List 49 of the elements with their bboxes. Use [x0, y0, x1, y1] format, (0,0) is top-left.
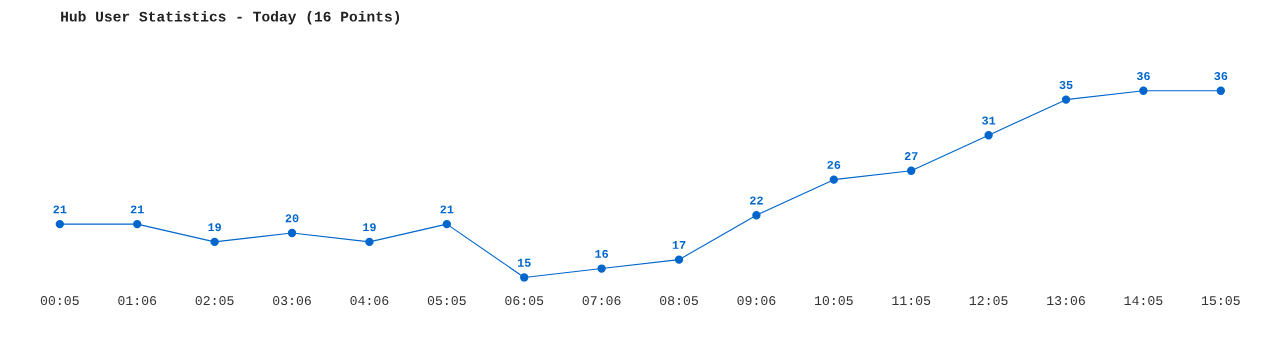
point — [133, 219, 142, 229]
data-label: 21 — [130, 205, 144, 214]
x-tick-label: 13:06 — [1047, 296, 1085, 306]
x-tick-label: 01:06 — [118, 296, 157, 306]
x-tick-label: 10:05 — [814, 296, 853, 306]
point — [1061, 95, 1071, 104]
x-tick-label: 02:05 — [195, 296, 234, 306]
x-tick-label: 14:05 — [1124, 296, 1163, 306]
x-tick-label: 03:06 — [273, 296, 311, 306]
point — [984, 131, 993, 140]
point — [829, 175, 838, 184]
point — [210, 237, 219, 247]
data-label: 31 — [982, 116, 996, 125]
data-label: 22 — [750, 196, 763, 205]
data-label: 19 — [363, 223, 376, 232]
data-label: 17 — [672, 241, 686, 249]
data-label: 21 — [440, 205, 454, 214]
x-tick-label: 04:06 — [350, 296, 389, 306]
x-tick-label: 11:05 — [892, 296, 931, 306]
point — [1139, 86, 1148, 95]
x-tick-label: 07:06 — [582, 296, 621, 306]
chart-title: Hub User Statistics - Today (16 Points) — [61, 10, 400, 25]
x-tick-label: 06:05 — [505, 296, 544, 306]
point — [674, 255, 684, 264]
point — [55, 219, 64, 229]
data-label: 26 — [827, 160, 841, 169]
point — [1216, 86, 1225, 95]
x-tick-label: 09:06 — [737, 296, 776, 306]
x-tick-label: 15:05 — [1201, 296, 1240, 306]
x-tick-label: 00:05 — [40, 296, 79, 306]
point — [520, 273, 529, 282]
data-label: 36 — [1214, 72, 1228, 81]
point — [907, 166, 916, 175]
x-tick-label: 08:05 — [660, 296, 698, 306]
data-label: 20 — [285, 214, 299, 223]
point — [442, 219, 451, 229]
data-label: 15 — [517, 258, 531, 267]
data-label: 27 — [904, 152, 918, 160]
point — [752, 211, 761, 220]
point — [597, 264, 606, 273]
x-tick-label: 05:05 — [427, 296, 466, 306]
x-tick-label: 12:05 — [969, 296, 1008, 306]
data-label: 35 — [1059, 80, 1073, 90]
point — [287, 228, 297, 238]
point — [365, 237, 374, 247]
data-label: 21 — [53, 205, 67, 214]
data-label: 16 — [595, 249, 609, 258]
data-label: 36 — [1136, 72, 1150, 81]
data-label: 19 — [208, 223, 221, 232]
